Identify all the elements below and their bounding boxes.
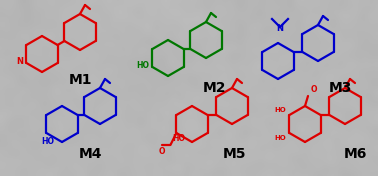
Text: HO: HO xyxy=(136,61,149,71)
Text: M2: M2 xyxy=(203,81,227,95)
Text: M3: M3 xyxy=(328,81,352,95)
Text: N: N xyxy=(16,58,23,67)
Text: HO: HO xyxy=(41,137,54,146)
Text: M1: M1 xyxy=(68,73,92,87)
Text: HO: HO xyxy=(275,107,287,113)
Text: N: N xyxy=(276,24,284,33)
Text: O: O xyxy=(311,85,318,94)
Text: HO: HO xyxy=(275,135,287,141)
Text: O: O xyxy=(159,146,166,156)
Text: M4: M4 xyxy=(78,147,102,161)
Text: HO: HO xyxy=(172,134,186,143)
Text: M5: M5 xyxy=(223,147,247,161)
Text: M6: M6 xyxy=(343,147,367,161)
